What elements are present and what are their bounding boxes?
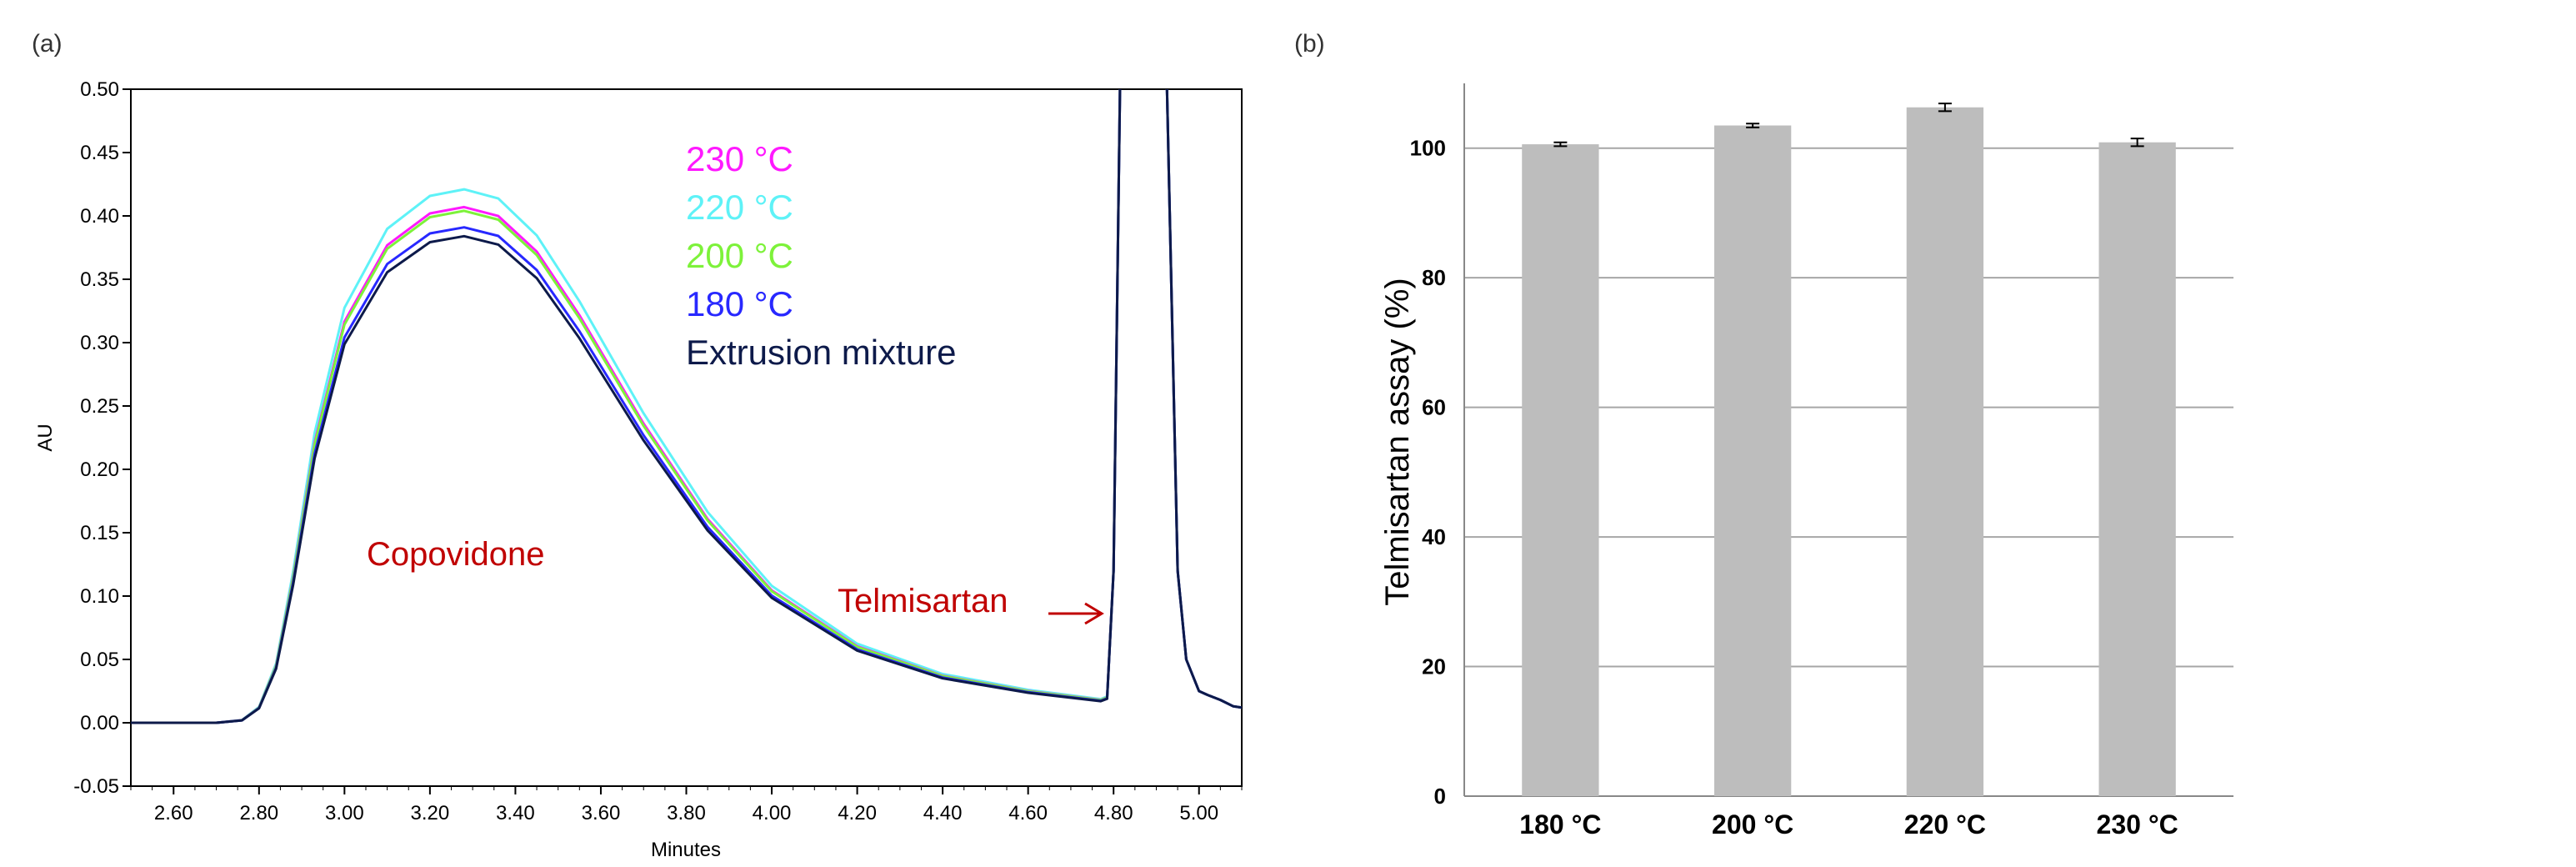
x-tick-label-b: 230 °C bbox=[2097, 809, 2178, 839]
y-tick-label-a: 0.20 bbox=[80, 459, 119, 481]
series-line-180-c bbox=[131, 89, 1242, 724]
y-tick-label-a: 0.15 bbox=[80, 522, 119, 544]
y-tick-label-a: 0.40 bbox=[80, 205, 119, 228]
y-tick-label-b: 40 bbox=[1422, 524, 1446, 549]
bar-200 bbox=[1713, 125, 1792, 797]
x-tick-label-a: 4.60 bbox=[1008, 802, 1048, 824]
legend-entry-200: 200 °C bbox=[686, 236, 793, 275]
y-tick-label-a: 0.50 bbox=[80, 78, 119, 101]
panel-b: (b) 0 20 40 60 80 100 180 °C 200 °C 220 °C 230 °… bbox=[1294, 30, 2233, 839]
y-tick-label-a: 0.30 bbox=[80, 332, 119, 354]
y-tick-label-b: 0 bbox=[1434, 784, 1446, 809]
x-tick-label-a: 2.60 bbox=[154, 802, 193, 824]
annotation-copovidone: Copovidone bbox=[367, 536, 545, 573]
x-tick-label-a: 4.80 bbox=[1094, 802, 1133, 824]
x-tick-label-a: 5.00 bbox=[1179, 802, 1218, 824]
x-tick-label-b: 200 °C bbox=[1712, 809, 1793, 839]
x-tick-label-a: 2.80 bbox=[239, 802, 278, 824]
y-tick-label-a: 0.35 bbox=[80, 268, 119, 291]
x-axis-label-a: Minutes bbox=[651, 839, 721, 861]
x-tick-label-a: 3.80 bbox=[667, 802, 706, 824]
series-line-extrusion-mixture bbox=[131, 89, 1242, 724]
y-tick-label-a: 0.45 bbox=[80, 142, 119, 164]
y-tick-label-b: 80 bbox=[1422, 265, 1446, 290]
y-tick-label-a: 0.25 bbox=[80, 395, 119, 418]
x-tick-label-b: 180 °C bbox=[1519, 809, 1601, 839]
x-tick-label-b: 220 °C bbox=[1904, 809, 1986, 839]
x-tick-label-a: 3.60 bbox=[582, 802, 621, 824]
y-tick-label-a: 0.05 bbox=[80, 649, 119, 671]
y-tick-label-a: 0.00 bbox=[80, 712, 119, 734]
y-axis-label-a: AU bbox=[34, 423, 57, 451]
x-tick-label-a: 4.00 bbox=[753, 802, 792, 824]
y-tick-label-b: 100 bbox=[1410, 136, 1446, 161]
bars-b bbox=[1522, 103, 2176, 797]
bar-180 bbox=[1522, 144, 1599, 797]
x-axis-ticks-b: 180 °C 200 °C 220 °C 230 °C bbox=[1519, 809, 2178, 839]
y-tick-label-a: -0.05 bbox=[73, 775, 119, 798]
x-axis-ticks-a: 2.60 2.80 3.00 3.20 3.40 3.60 3.80 4.00 4.20 4.40… bbox=[130, 786, 1243, 824]
y-axis-ticks-a: -0.05 0.00 0.05 0.10 0.15 0.20 0.25 0.30 0.35 0.4… bbox=[73, 78, 131, 798]
y-tick-label-b: 20 bbox=[1422, 654, 1446, 679]
series-line-220-c bbox=[131, 89, 1242, 724]
series-line-200-c bbox=[131, 89, 1242, 724]
x-tick-label-a: 4.20 bbox=[838, 802, 877, 824]
legend-a: 230 °C 220 °C 200 °C 180 °C Extrusion mi… bbox=[686, 139, 956, 372]
y-tick-label-b: 60 bbox=[1422, 395, 1446, 420]
legend-entry-mixture: Extrusion mixture bbox=[686, 333, 956, 372]
panel-b-label: (b) bbox=[1294, 30, 1325, 58]
legend-entry-220: 220 °C bbox=[686, 188, 793, 227]
panel-a: (a) -0.05 0.00 0.05 0.10 0.15 0.20 0.25 0.30 0.3… bbox=[32, 30, 1243, 861]
x-tick-label-a: 4.40 bbox=[923, 802, 963, 824]
bar-220 bbox=[1906, 107, 1984, 796]
legend-entry-180: 180 °C bbox=[686, 284, 793, 323]
x-tick-label-a: 3.20 bbox=[411, 802, 450, 824]
telmisartan-arrow bbox=[1048, 602, 1104, 625]
series-line-230-c bbox=[131, 89, 1242, 724]
annotation-telmisartan: Telmisartan bbox=[838, 583, 1008, 619]
panel-a-label: (a) bbox=[32, 30, 63, 58]
y-axis-label-b: Telmisartan assay (%) bbox=[1379, 278, 1416, 605]
x-tick-label-a: 3.00 bbox=[325, 802, 364, 824]
x-tick-label-a: 3.40 bbox=[496, 802, 535, 824]
y-tick-label-a: 0.10 bbox=[80, 585, 119, 608]
legend-entry-230: 230 °C bbox=[686, 139, 793, 178]
bar-230 bbox=[2098, 142, 2176, 796]
chromatogram-lines bbox=[131, 89, 1242, 724]
